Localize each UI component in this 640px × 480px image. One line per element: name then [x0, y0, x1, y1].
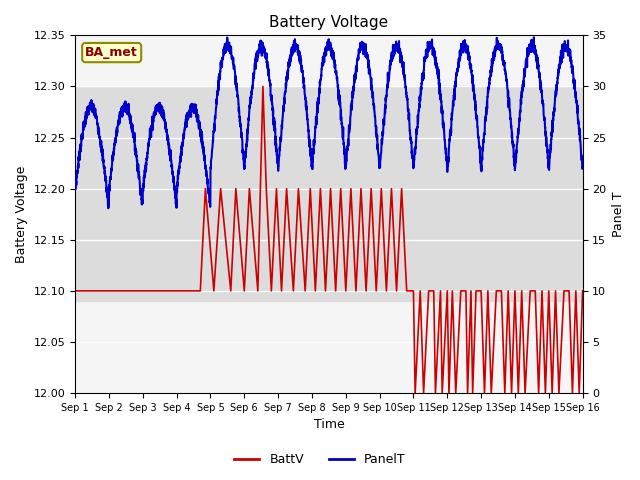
Legend: BattV, PanelT: BattV, PanelT: [229, 448, 411, 471]
Title: Battery Voltage: Battery Voltage: [269, 15, 388, 30]
X-axis label: Time: Time: [314, 419, 344, 432]
Y-axis label: Panel T: Panel T: [612, 192, 625, 237]
Y-axis label: Battery Voltage: Battery Voltage: [15, 166, 28, 263]
Bar: [75, 86, 582, 301]
Text: BA_met: BA_met: [85, 46, 138, 59]
